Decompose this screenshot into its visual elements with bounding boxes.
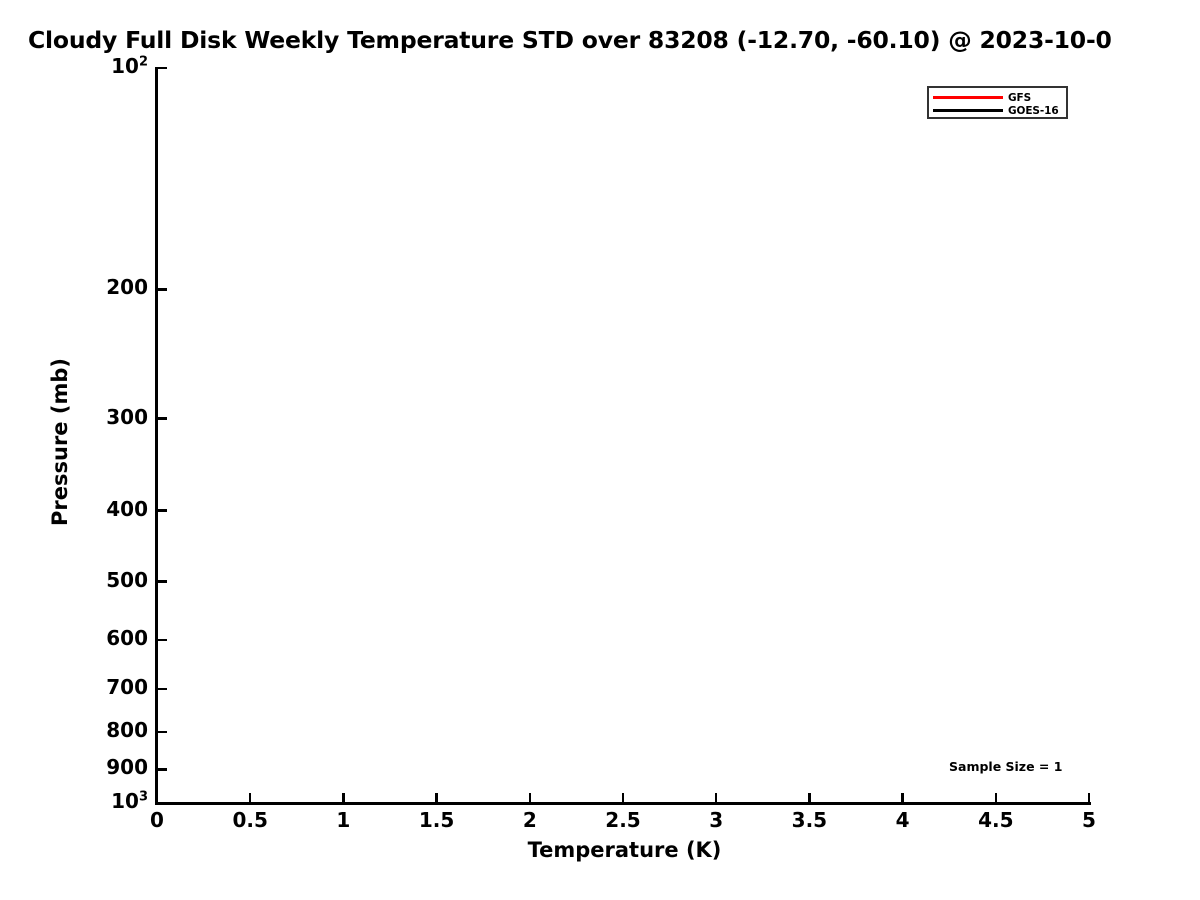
y-tick-mark — [158, 730, 167, 734]
x-tick-label: 4 — [895, 808, 910, 832]
x-tick-label: 1.5 — [418, 808, 455, 832]
x-tick-mark — [714, 793, 718, 803]
x-tick-label: 5 — [1082, 808, 1096, 832]
x-axis-spine — [155, 802, 1091, 805]
x-tick-label: 0.5 — [232, 808, 268, 832]
x-tick-mark — [994, 793, 998, 803]
y-tick-label: 700 — [106, 675, 148, 700]
x-tick-mark — [342, 793, 345, 803]
x-tick-mark — [621, 793, 625, 803]
chart-title: Cloudy Full Disk Weekly Temperature STD … — [28, 26, 1112, 54]
y-tick-label: 500 — [106, 567, 148, 592]
x-tick-mark — [808, 793, 811, 803]
y-tick-label: 600 — [106, 625, 148, 650]
sample-size-annotation: Sample Size = 1 — [949, 759, 1063, 774]
legend-swatch-goes16 — [933, 109, 1003, 112]
y-tick-mark — [158, 638, 167, 642]
y-axis-spine — [155, 67, 158, 805]
x-tick-label: 2 — [522, 808, 537, 832]
y-tick-mark — [158, 768, 167, 771]
y-tick-label: 200 — [106, 275, 148, 300]
x-tick-mark — [435, 793, 438, 803]
x-tick-mark — [155, 793, 159, 803]
y-tick-label: 400 — [106, 496, 148, 521]
chart-legend: GFS GOES-16 — [927, 86, 1068, 119]
y-tick-mark — [158, 580, 167, 583]
y-tick-label: 800 — [106, 717, 148, 742]
legend-item-goes16: GOES-16 — [933, 104, 1062, 117]
y-axis-label: Pressure (mb) — [48, 358, 72, 526]
series-layer — [157, 68, 1089, 803]
x-axis-label: Temperature (K) — [527, 838, 722, 862]
y-tick-mark — [158, 288, 167, 291]
x-tick-label: 4.5 — [978, 808, 1014, 832]
x-tick-mark — [528, 793, 532, 803]
legend-item-gfs: GFS — [933, 91, 1062, 104]
x-tick-mark — [901, 793, 904, 803]
y-tick-label: 103 — [111, 789, 148, 813]
y-tick-label: 900 — [106, 755, 148, 780]
x-tick-label: 1 — [336, 808, 351, 832]
y-tick-mark — [158, 687, 167, 691]
x-tick-label: 0 — [150, 808, 164, 832]
y-tick-label: 300 — [106, 404, 148, 429]
x-tick-label: 2.5 — [605, 808, 641, 832]
y-tick-mark — [158, 417, 167, 420]
legend-label-gfs: GFS — [1008, 91, 1032, 104]
y-tick-mark — [158, 509, 167, 512]
x-tick-label: 3 — [709, 808, 724, 832]
legend-swatch-gfs — [933, 96, 1003, 99]
legend-label-goes16: GOES-16 — [1008, 104, 1059, 117]
x-tick-label: 3.5 — [791, 808, 828, 832]
y-tick-mark — [158, 801, 167, 805]
x-tick-mark — [1087, 793, 1091, 803]
plot-area — [157, 68, 1089, 803]
y-tick-mark — [158, 66, 167, 70]
x-tick-mark — [248, 793, 252, 803]
y-tick-label: 102 — [111, 54, 148, 78]
